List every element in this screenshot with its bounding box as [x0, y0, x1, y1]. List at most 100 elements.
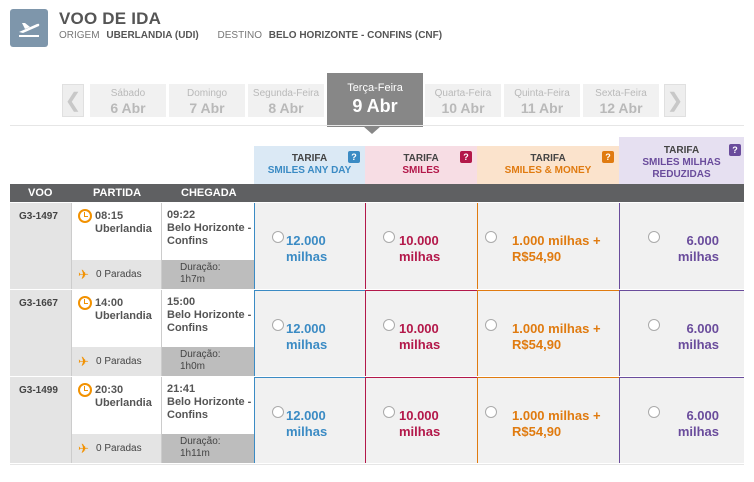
fare-option-smiles[interactable]: 10.000 milhas [365, 377, 477, 463]
fare-option-smiles[interactable]: 10.000 milhas [365, 203, 477, 289]
fare-option-milhas-reduzidas[interactable]: 6.000 milhas [619, 203, 744, 289]
date-tab[interactable]: Sexta-Feira 12 Abr [583, 84, 659, 117]
duration-label: Duração: [180, 436, 221, 447]
table-header: VOO PARTIDA CHEGADA [10, 184, 254, 202]
fare-price: 1.000 milhas + R$54,90 [512, 233, 601, 264]
fare-price: 6.000 milhas [677, 233, 719, 264]
departure-city: Uberlandia [95, 397, 152, 409]
fare-option-smiles[interactable]: 10.000 milhas [365, 290, 477, 376]
table-header-fares [254, 184, 744, 202]
fare-radio[interactable] [648, 406, 660, 418]
arrival-time: 21:41 [167, 383, 196, 395]
arrival-time: 09:22 [167, 209, 196, 221]
duration-label: Duração: [180, 349, 221, 360]
origin-label: ORIGEM [59, 30, 100, 41]
date-value: 9 Abr [352, 96, 398, 116]
departure-time: 14:00 [95, 297, 124, 309]
duration-cell: Duração: 1h0m [161, 347, 254, 376]
column-departure: PARTIDA [93, 187, 142, 199]
stops-cell: ✈ 0 Paradas [71, 347, 161, 376]
duration-value: 1h0m [180, 361, 206, 372]
date-value: 12 Abr [599, 100, 643, 116]
stops-text: 0 Paradas [96, 269, 142, 280]
fare-name: SMILES [402, 165, 440, 176]
flight-number: G3-1667 [10, 290, 71, 376]
fare-radio[interactable] [485, 406, 497, 418]
date-tab[interactable]: Domingo 7 Abr [169, 84, 245, 117]
fare-radio[interactable] [648, 319, 660, 331]
arrival-city: Belo Horizonte - Confins [167, 309, 252, 334]
date-tab-selected[interactable]: Terça-Feira 9 Abr [327, 73, 423, 127]
fare-label: TARIFA [530, 153, 566, 164]
flight-row: G3-1667 14:00 Uberlandia 15:00 Belo Hori… [10, 290, 744, 376]
fare-header-any-day: TARIFA SMILES ANY DAY ? [254, 146, 365, 184]
help-icon[interactable]: ? [729, 144, 741, 156]
date-value: 6 Abr [110, 100, 146, 116]
arrival-city: Belo Horizonte - Confins [167, 222, 252, 247]
departure-time: 20:30 [95, 384, 124, 396]
stops-text: 0 Paradas [96, 443, 142, 454]
departure-cell: 20:30 Uberlandia [71, 377, 161, 434]
fare-option-milhas-reduzidas[interactable]: 6.000 milhas [619, 290, 744, 376]
fare-radio[interactable] [272, 231, 284, 243]
duration-value: 1h7m [180, 274, 206, 285]
fare-price: 12.000 milhas [286, 233, 328, 264]
fare-radio[interactable] [272, 406, 284, 418]
page-title: VOO DE IDA [59, 9, 162, 28]
help-icon[interactable]: ? [460, 151, 472, 163]
fare-radio[interactable] [383, 406, 395, 418]
divider [10, 125, 744, 126]
flight-row: G3-1497 08:15 Uberlandia 09:22 Belo Hori… [10, 203, 744, 289]
fare-option-smiles-money[interactable]: 1.000 milhas + R$54,90 [477, 290, 619, 376]
fare-radio[interactable] [485, 319, 497, 331]
departure-cell: 08:15 Uberlandia [71, 203, 161, 260]
fare-price: 6.000 milhas [677, 408, 719, 439]
date-day: Quarta-Feira [434, 88, 492, 99]
arrival-time: 15:00 [167, 296, 196, 308]
chevron-left-icon: ❮ [64, 90, 82, 112]
fare-option-any-day[interactable]: 12.000 milhas [254, 377, 365, 463]
selected-date-caret [363, 126, 381, 134]
column-arrival: CHEGADA [181, 187, 237, 199]
departure-city: Uberlandia [95, 223, 152, 235]
destination-value: BELO HORIZONTE - CONFINS (CNF) [268, 30, 443, 41]
help-icon[interactable]: ? [602, 151, 614, 163]
arrival-cell: 15:00 Belo Horizonte - Confins [161, 290, 254, 347]
date-tab[interactable]: Quinta-Feira 11 Abr [504, 84, 580, 117]
fare-option-smiles-money[interactable]: 1.000 milhas + R$54,90 [477, 203, 619, 289]
fare-option-any-day[interactable]: 12.000 milhas [254, 290, 365, 376]
fare-price: 10.000 milhas [399, 408, 441, 439]
fare-radio[interactable] [648, 231, 660, 243]
stops-cell: ✈ 0 Paradas [71, 260, 161, 289]
date-day: Terça-Feira [347, 82, 403, 94]
next-date-button[interactable]: ❯ [664, 84, 686, 117]
fare-radio[interactable] [383, 319, 395, 331]
prev-date-button[interactable]: ❮ [62, 84, 84, 117]
date-tab[interactable]: Sábado 6 Abr [90, 84, 166, 117]
fare-option-any-day[interactable]: 12.000 milhas [254, 203, 365, 289]
fare-name: SMILES MILHAS REDUZIDAS [642, 157, 721, 180]
help-icon[interactable]: ? [348, 151, 360, 163]
date-day: Quinta-Feira [514, 88, 570, 99]
fare-radio[interactable] [485, 231, 497, 243]
fare-radio[interactable] [383, 231, 395, 243]
fare-header-milhas-reduzidas: TARIFA SMILES MILHAS REDUZIDAS ? [619, 137, 744, 184]
fare-option-milhas-reduzidas[interactable]: 6.000 milhas [619, 377, 744, 463]
fare-option-smiles-money[interactable]: 1.000 milhas + R$54,90 [477, 377, 619, 463]
fare-radio[interactable] [272, 319, 284, 331]
date-day: Segunda-Feira [252, 88, 320, 99]
date-tab[interactable]: Segunda-Feira 8 Abr [248, 84, 324, 117]
duration-cell: Duração: 1h11m [161, 434, 254, 463]
column-flight: VOO [28, 187, 53, 199]
date-tab[interactable]: Quarta-Feira 10 Abr [425, 84, 501, 117]
departure-city: Uberlandia [95, 310, 152, 322]
date-value: 10 Abr [441, 100, 485, 116]
flight-number: G3-1497 [10, 203, 71, 289]
arrival-cell: 21:41 Belo Horizonte - Confins [161, 377, 254, 434]
clock-icon [78, 209, 92, 223]
departure-time: 08:15 [95, 210, 124, 222]
date-value: 11 Abr [520, 100, 564, 116]
departure-cell: 14:00 Uberlandia [71, 290, 161, 347]
fare-label: TARIFA [403, 153, 439, 164]
fare-label: TARIFA [291, 153, 328, 164]
